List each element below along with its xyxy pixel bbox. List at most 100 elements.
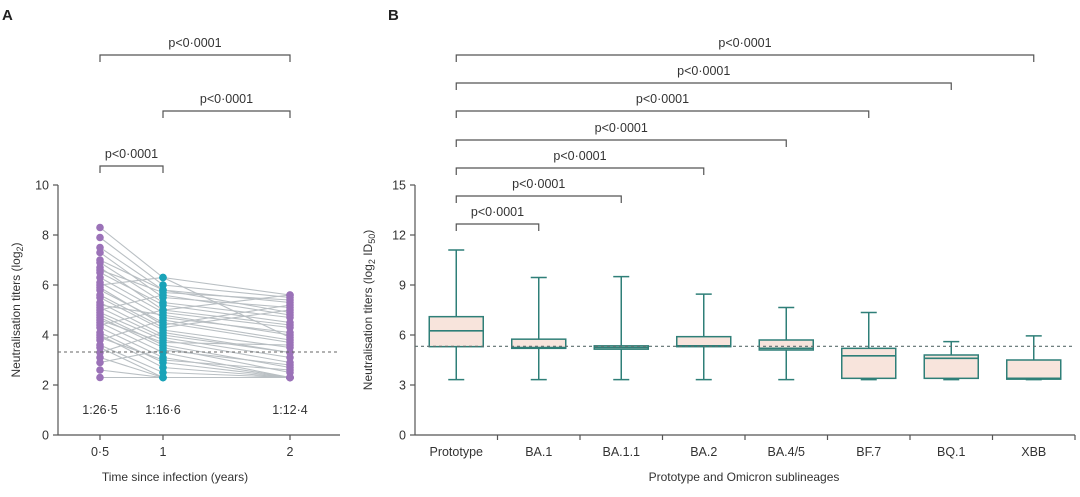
panel-b-p-value: p<0·0001 <box>595 121 648 135</box>
panel-a-data-point <box>159 346 167 354</box>
panel-b-box <box>923 354 979 380</box>
panel-a-data-point <box>96 248 104 257</box>
panel-b-y-tick-label: 3 <box>399 379 406 393</box>
panel-a-data-point <box>286 366 294 374</box>
panel-b-box <box>758 339 814 351</box>
panel-b-x-tick-label: BA.1 <box>525 445 552 459</box>
panel-a-data-point <box>96 223 104 232</box>
panel-b-comparison-bracket <box>455 54 1035 62</box>
panel-a-data-point <box>286 341 294 349</box>
panel-a-gmt-label: 1:16·6 <box>145 403 180 417</box>
panel-a-comparison-bracket <box>99 165 164 173</box>
panel-b-x-tick-label: BA.1.1 <box>602 445 640 459</box>
panel-a-data-point <box>159 321 167 329</box>
panel-a-x-tick-label: 0·5 <box>91 445 109 459</box>
panel-a-subject-line <box>99 317 291 374</box>
panel-a-y-title-end: ) <box>9 242 23 246</box>
panel-a-y-axis-title: Neutralisation titers (log2) <box>9 242 25 377</box>
panel-b-y-title-sub2: 50 <box>367 234 377 244</box>
panel-a-data-point <box>286 348 294 357</box>
panel-a-comparison-bracket <box>162 110 291 118</box>
panel-b-box <box>841 347 897 380</box>
panel-b-comparisons: p<0·0001 p<0·0001 p<0·0001 p<0·0001 p<0·0001… <box>455 36 1035 231</box>
panel-b-box <box>428 315 484 348</box>
panel-a-y-tick-label: 6 <box>42 279 49 293</box>
panel-b-comparison-bracket <box>455 82 952 90</box>
panel-b-box <box>1006 359 1062 380</box>
panel-a-data-point <box>96 373 104 382</box>
panel-a-data-point <box>286 301 294 309</box>
panel-a-x-axis-title: Time since infection (years) <box>102 470 248 484</box>
panel-b-y-tick-label: 6 <box>399 329 406 343</box>
panel-b-y-title-sub: 2 <box>367 259 377 264</box>
panel-b-axes: 0 3 6 9 12 15 Prototype BA.1 BA.1.1 BA.2 BA.4/5 BF.… <box>392 179 1076 459</box>
panel-a-gmt-label: 1:12·4 <box>272 403 307 417</box>
panel-a-data-point <box>286 331 294 339</box>
panel-a-comparisons: p<0·0001 p<0·0001 p<0·0001 <box>99 36 291 173</box>
panel-a-data-point <box>286 321 294 329</box>
panel-a-data-point <box>96 333 104 342</box>
panel-b-y-tick-label: 0 <box>399 429 406 443</box>
panel-b-y-tick-label: 15 <box>392 179 406 193</box>
panel-b-comparison-bracket <box>455 195 622 203</box>
panel-a-p-value: p<0·0001 <box>200 92 253 106</box>
panel-a-subject-line <box>99 227 291 296</box>
panel-a-y-tick-label: 2 <box>42 379 49 393</box>
panel-b-x-tick-label: BA.4/5 <box>767 445 805 459</box>
panel-b-comparison-bracket <box>455 223 540 231</box>
panel-b-p-value: p<0·0001 <box>636 92 689 106</box>
panel-a-data-point <box>96 358 104 367</box>
panel-b-p-value: p<0·0001 <box>553 149 606 163</box>
panel-a-y-tick-label: 8 <box>42 229 49 243</box>
panel-a-y-title-main: Neutralisation titers (log <box>9 251 23 377</box>
panel-b-x-axis-title: Prototype and Omicron sublineages <box>649 470 840 484</box>
panel-b-y-axis-title: Neutralisation titers (log2 ID50) <box>361 230 377 390</box>
panel-b-y-tick-label: 12 <box>392 229 406 243</box>
panel-b-y-tick-label: 9 <box>399 279 406 293</box>
panel-b-comparison-bracket <box>455 167 705 175</box>
panel-a-data-point <box>96 316 104 324</box>
panel-a-data-point <box>159 356 167 364</box>
panel-b-x-tick-label: Prototype <box>429 445 483 459</box>
panel-b-boxes <box>428 249 1062 381</box>
panel-b-x-tick-label: BA.2 <box>690 445 717 459</box>
panel-a-y-title-sub: 2 <box>15 246 25 251</box>
panel-b-x-tick-label: XBB <box>1021 445 1046 459</box>
panel-a-x-tick-label: 2 <box>287 445 294 459</box>
panel-a-x-tick-label: 1 <box>160 445 167 459</box>
panel-a-data-point <box>159 273 167 282</box>
panel-b-x-tick-label: BQ.1 <box>937 445 966 459</box>
panel-b-x-tick-label: BF.7 <box>856 445 881 459</box>
panel-b-label: B <box>388 7 399 24</box>
panel-a-data-point <box>159 373 167 382</box>
panel-b-comparison-bracket <box>455 110 870 118</box>
panel-a-data-point <box>286 373 294 382</box>
panel-a-y-tick-label: 0 <box>42 429 49 443</box>
panel-a-data-point <box>96 266 104 274</box>
panel-a-data-point <box>159 311 167 319</box>
panel-b-y-title-end: ) <box>361 230 375 234</box>
panel-a-data-point <box>96 283 104 292</box>
panel-b-box <box>511 338 567 350</box>
panel-a-data-point <box>159 288 167 297</box>
panel-a-chart: p<0·0001 p<0·0001 p<0·0001 0 2 4 6 8 10 0·5 1 2 1:… <box>9 36 340 484</box>
panel-a-data-point <box>286 311 294 319</box>
panel-a-subject-points <box>96 223 294 382</box>
panel-a-gmt-labels: 1:26·5 1:16·6 1:12·4 <box>82 403 307 417</box>
panel-a-subject-line <box>99 237 291 299</box>
panel-a-p-value: p<0·0001 <box>168 36 221 50</box>
panel-b-p-value: p<0·0001 <box>512 177 565 191</box>
panel-b-y-title-mid: ID <box>361 243 375 259</box>
panel-a-comparison-bracket <box>99 54 291 62</box>
panel-a-axes: 0 2 4 6 8 10 0·5 1 2 <box>35 179 340 459</box>
panel-b-p-value: p<0·0001 <box>677 64 730 78</box>
panel-a-gmt-label: 1:26·5 <box>82 403 117 417</box>
panel-b-p-value: p<0·0001 <box>718 36 771 50</box>
panel-b-p-value: p<0·0001 <box>471 205 524 219</box>
panel-a-data-point <box>96 233 104 242</box>
panel-b-y-title-main: Neutralisation titers (log <box>361 264 375 390</box>
panel-a-data-point <box>159 338 167 347</box>
panel-a-y-tick-label: 10 <box>35 179 49 193</box>
